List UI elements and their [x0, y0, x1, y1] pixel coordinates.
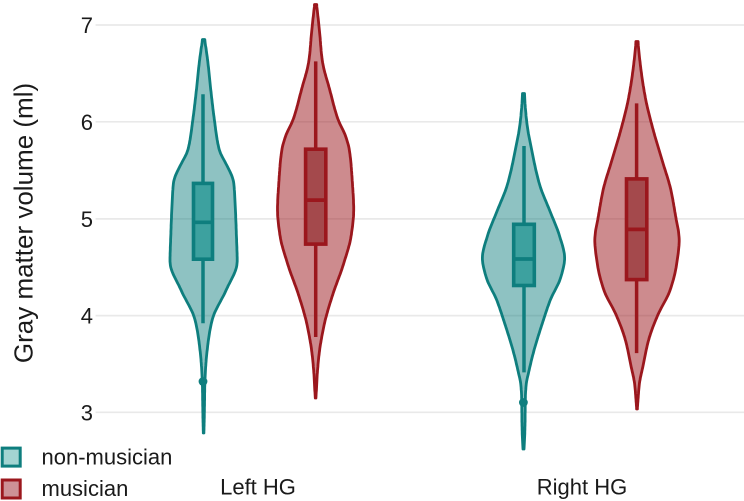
svg-text:musician: musician — [42, 476, 129, 501]
svg-text:4: 4 — [81, 304, 93, 329]
svg-text:Right HG: Right HG — [537, 475, 627, 500]
svg-text:5: 5 — [81, 207, 93, 232]
svg-text:non-musician: non-musician — [42, 444, 173, 469]
svg-text:3: 3 — [81, 400, 93, 425]
svg-text:6: 6 — [81, 110, 93, 135]
svg-text:Gray matter volume (ml): Gray matter volume (ml) — [9, 83, 39, 363]
svg-text:Left HG: Left HG — [220, 475, 296, 500]
svg-text:7: 7 — [81, 13, 93, 38]
